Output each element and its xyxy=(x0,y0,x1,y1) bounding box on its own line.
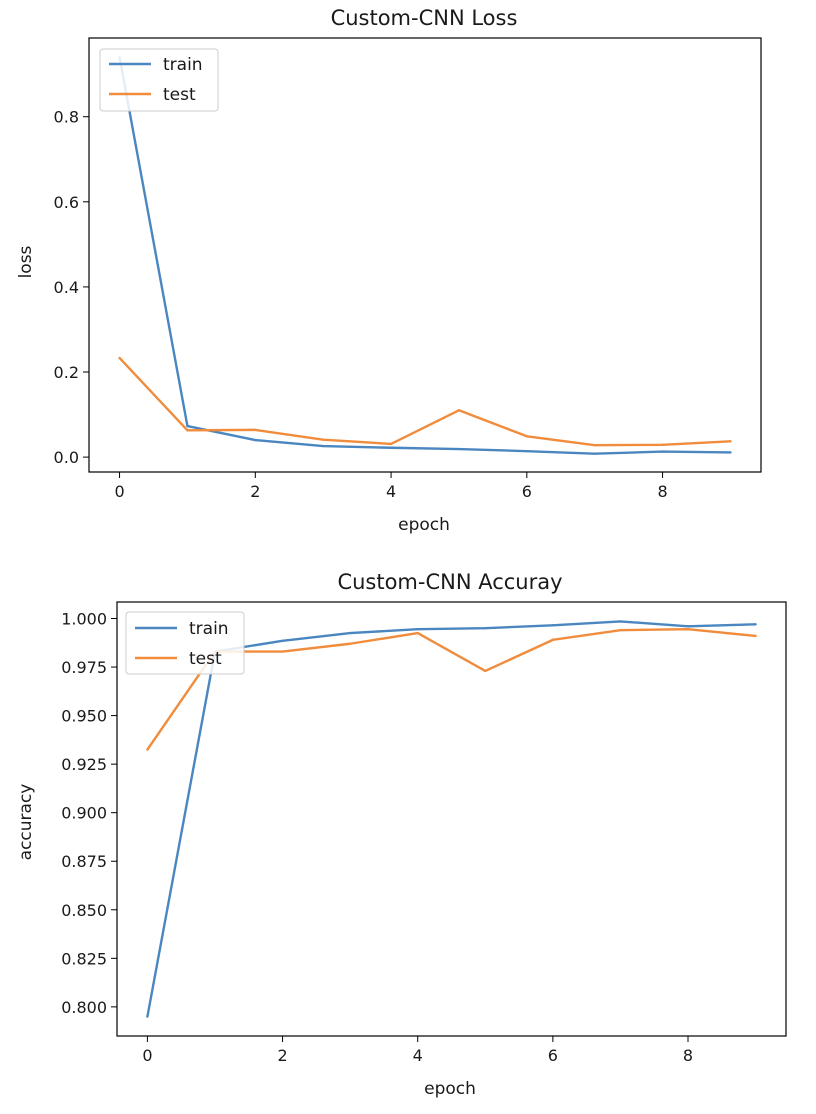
accuracy-ytick-label: 0.825 xyxy=(61,949,107,968)
accuracy-ytick-label: 0.800 xyxy=(61,998,107,1017)
loss-chart-xlabel: epoch xyxy=(398,515,450,535)
accuracy-xtick-label: 6 xyxy=(548,1046,558,1065)
accuracy-chart-xlabel: epoch xyxy=(424,1079,476,1099)
loss-test-point xyxy=(118,356,121,360)
loss-test-line xyxy=(118,357,731,447)
accuracy-test-point xyxy=(484,669,487,673)
loss-train-point xyxy=(186,424,189,428)
loss-ytick-label: 0.4 xyxy=(54,278,79,297)
accuracy-test-line xyxy=(146,627,756,751)
loss-train-line xyxy=(118,56,731,455)
loss-xtick-label: 4 xyxy=(386,482,396,501)
accuracy-ytick-label: 0.875 xyxy=(61,852,107,871)
loss-train-point xyxy=(729,451,732,454)
accuracy-xtick-label: 8 xyxy=(683,1046,693,1065)
accuracy-test-point xyxy=(348,642,352,645)
loss-chart-title: Custom-CNN Loss xyxy=(331,6,518,30)
loss-test-point xyxy=(661,443,664,446)
accuracy-train-point xyxy=(281,639,284,643)
accuracy-chart-title: Custom-CNN Accuray xyxy=(337,570,562,594)
accuracy-ytick-label: 0.950 xyxy=(61,707,107,726)
accuracy-chart-lines xyxy=(146,620,757,1018)
loss-test-point xyxy=(389,442,393,446)
accuracy-chart-axes-frame xyxy=(116,601,787,1037)
accuracy-train-point xyxy=(348,631,352,635)
accuracy-chart-ticks: 0 2 4 6 8 0.800 0.825 0.850 0.875 0.900 0.925 0.950… xyxy=(61,610,693,1065)
loss-train-point xyxy=(593,452,596,455)
accuracy-test-point xyxy=(281,650,284,653)
accuracy-test-point xyxy=(416,631,419,635)
accuracy-train-point xyxy=(484,627,487,630)
accuracy-train-point xyxy=(619,620,622,623)
accuracy-chart: Custom-CNN Accuray accuracy epoch 0 2 4 6 80… xyxy=(16,570,787,1099)
loss-train-point xyxy=(457,447,461,451)
loss-test-point xyxy=(593,443,596,447)
loss-test-point xyxy=(321,438,325,441)
accuracy-train-point xyxy=(146,1015,149,1018)
accuracy-legend-test-label: test xyxy=(189,649,222,669)
accuracy-ytick-label: 0.850 xyxy=(61,901,107,920)
accuracy-xtick-label: 0 xyxy=(142,1046,152,1065)
accuracy-test-point xyxy=(686,627,690,631)
loss-chart: Custom-CNN Loss loss epoch 0 2 4 6 8 0.0 0.2 0.… xyxy=(16,6,762,535)
loss-chart-ylabel: loss xyxy=(16,245,36,278)
accuracy-xtick-label: 2 xyxy=(277,1046,287,1065)
loss-legend-train-label: train xyxy=(163,55,203,75)
accuracy-train-line xyxy=(146,620,756,1017)
loss-test-point xyxy=(254,428,257,432)
loss-train-point xyxy=(321,444,325,448)
loss-ytick-label: 0.0 xyxy=(54,448,79,467)
loss-xtick-label: 0 xyxy=(114,482,124,501)
accuracy-ytick-label: 1.000 xyxy=(61,610,107,629)
loss-chart-lines xyxy=(118,55,732,455)
loss-ytick-label: 0.2 xyxy=(54,363,79,382)
accuracy-test-point xyxy=(551,638,555,642)
accuracy-xtick-label: 4 xyxy=(413,1046,423,1065)
loss-legend-test-label: test xyxy=(163,85,196,105)
loss-chart-legend: train test xyxy=(99,48,219,112)
loss-test-point xyxy=(457,409,461,412)
accuracy-test-point xyxy=(619,628,622,632)
loss-chart-axes-frame xyxy=(88,37,762,473)
loss-ytick-label: 0.8 xyxy=(54,108,79,127)
accuracy-test-point xyxy=(146,748,149,751)
loss-train-point xyxy=(254,438,257,442)
loss-xtick-label: 2 xyxy=(250,482,260,501)
loss-xtick-label: 6 xyxy=(522,482,532,501)
accuracy-train-point xyxy=(754,623,757,626)
accuracy-train-point xyxy=(416,627,419,631)
accuracy-ytick-label: 0.900 xyxy=(61,804,107,823)
loss-test-point xyxy=(525,435,529,438)
loss-ytick-label: 0.6 xyxy=(54,193,79,212)
accuracy-chart-ylabel: accuracy xyxy=(16,784,36,861)
loss-test-point xyxy=(729,440,732,443)
accuracy-train-point xyxy=(551,624,555,627)
loss-train-point xyxy=(389,446,393,449)
accuracy-legend-train-label: train xyxy=(189,619,229,639)
accuracy-train-point xyxy=(686,625,690,628)
loss-chart-ticks: 0 2 4 6 8 0.0 0.2 0.4 0.6 0.8 xyxy=(54,108,668,501)
accuracy-test-point xyxy=(754,634,757,638)
loss-train-point xyxy=(525,449,529,453)
accuracy-ytick-label: 0.925 xyxy=(61,755,107,774)
accuracy-ytick-label: 0.975 xyxy=(61,658,107,677)
loss-train-point xyxy=(661,450,664,453)
loss-xtick-label: 8 xyxy=(657,482,667,501)
accuracy-chart-legend: train test xyxy=(125,611,245,675)
loss-test-point xyxy=(186,429,189,432)
